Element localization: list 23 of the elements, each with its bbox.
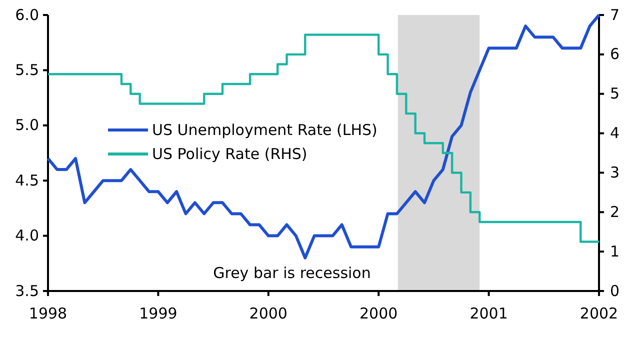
y-tick-label: 4.0	[15, 226, 39, 245]
y2-tick-label: 1	[610, 242, 620, 260]
y2-tick-label: 5	[610, 84, 620, 103]
y2-tick-label: 0	[610, 282, 620, 300]
x-tick-label: 2002	[580, 304, 618, 323]
y-tick-label: 5.5	[15, 61, 39, 79]
y-tick-label: 6.0	[15, 6, 39, 24]
x-tick-label: 2000	[249, 304, 288, 323]
y2-tick-label: 3	[610, 164, 620, 182]
x-tick-label: 1999	[139, 304, 178, 323]
y-tick-label: 4.5	[15, 171, 39, 190]
y2-tick-label: 2	[610, 202, 620, 221]
x-tick-label: 1998	[28, 304, 68, 323]
y2-tick-label: 6	[610, 45, 620, 64]
x-tick-label: 2000	[360, 304, 398, 323]
legend-label: US Unemployment Rate (LHS)	[152, 121, 378, 139]
y-tick-label: 5.0	[15, 116, 39, 134]
legend-label: US Policy Rate (RHS)	[152, 145, 308, 163]
annotation: Grey bar is recession	[213, 264, 371, 282]
y2-tick-label: 4	[610, 124, 620, 142]
x-tick-label: 2001	[470, 304, 508, 323]
y2-tick-label: 7	[610, 6, 620, 24]
y-tick-label: 3.5	[15, 282, 39, 300]
